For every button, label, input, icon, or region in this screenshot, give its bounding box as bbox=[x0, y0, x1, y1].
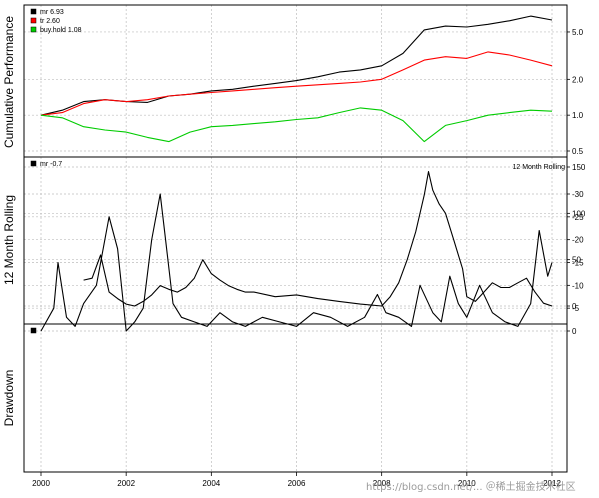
y-axis-label: 12 Month Rolling bbox=[2, 195, 16, 285]
text-layer: 2000 2002 2004 2006 2008 2010 2012 0.5 1.0 2.0 5.0… bbox=[2, 8, 586, 488]
y-tick-label: -20 bbox=[572, 236, 584, 245]
legend-swatch bbox=[30, 26, 37, 33]
y-axis-label: Drawdown bbox=[2, 370, 16, 427]
grid-layer bbox=[24, 5, 567, 472]
watermark: https://blog.csdn.net/... ＠稀土掘金技术社区 bbox=[366, 480, 576, 493]
y-tick-label: 0 bbox=[572, 327, 577, 336]
legend-label: buy.hold 1.08 bbox=[40, 27, 82, 34]
y-tick-label: 0.5 bbox=[572, 147, 584, 156]
series-layer bbox=[40, 15, 553, 332]
x-tick-label: 2004 bbox=[202, 479, 220, 488]
y-tick-label: 5.0 bbox=[572, 28, 584, 37]
y-tick-label: -5 bbox=[572, 304, 580, 313]
y-tick-label: 2.0 bbox=[572, 75, 584, 84]
y-tick-label: -30 bbox=[572, 190, 584, 199]
series-line bbox=[40, 107, 553, 143]
legend-label: mr 6.93 bbox=[40, 9, 64, 16]
y-tick-label: -15 bbox=[572, 259, 584, 268]
y-tick-label: 100 bbox=[572, 209, 586, 218]
y-axis-label: Cumulative Performance bbox=[2, 16, 16, 148]
y-tick-label: -25 bbox=[572, 213, 584, 222]
x-tick-label: 2008 bbox=[373, 479, 391, 488]
y-tick-label: 1.0 bbox=[572, 111, 584, 120]
x-tick-label: 2000 bbox=[32, 479, 50, 488]
legend-label: tr 2.60 bbox=[40, 18, 60, 25]
frame-layer bbox=[23, 4, 570, 476]
legend-swatch bbox=[30, 8, 37, 15]
x-tick-label: 2002 bbox=[117, 479, 135, 488]
panel-frame bbox=[23, 323, 568, 473]
legend-label: mr -0.7 bbox=[40, 161, 62, 168]
panel-annotation: 12 Month Rolling bbox=[512, 164, 565, 171]
series-line bbox=[40, 51, 553, 116]
series-line bbox=[83, 171, 553, 307]
x-tick-label: 2012 bbox=[543, 479, 561, 488]
y-tick-label: 0 bbox=[572, 302, 577, 311]
legend-swatch bbox=[30, 160, 37, 167]
series-line bbox=[40, 193, 553, 332]
y-tick-label: 150 bbox=[572, 163, 586, 172]
y-tick-label: -10 bbox=[572, 281, 584, 290]
x-tick-label: 2006 bbox=[288, 479, 306, 488]
legend-swatch bbox=[30, 17, 37, 24]
x-tick-label: 2010 bbox=[458, 479, 476, 488]
legend-swatch bbox=[30, 327, 37, 334]
y-tick-label: 50 bbox=[572, 256, 581, 265]
